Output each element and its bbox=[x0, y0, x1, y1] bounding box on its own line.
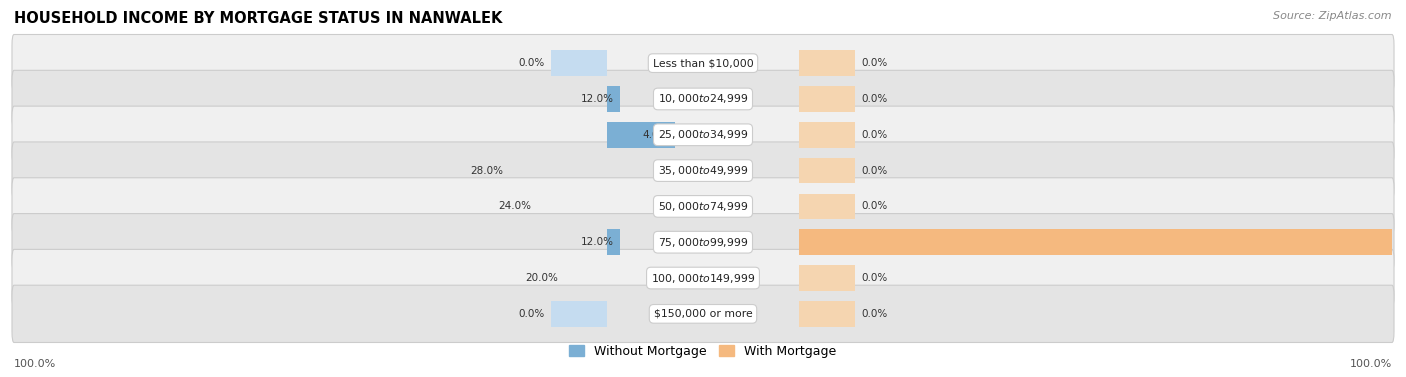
Bar bbox=[800, 229, 1406, 255]
Text: Less than $10,000: Less than $10,000 bbox=[652, 58, 754, 68]
Bar bbox=[551, 50, 606, 76]
FancyBboxPatch shape bbox=[13, 106, 1393, 164]
FancyBboxPatch shape bbox=[13, 178, 1393, 235]
Text: 24.0%: 24.0% bbox=[498, 201, 531, 211]
Bar bbox=[606, 122, 675, 148]
Text: 0.0%: 0.0% bbox=[862, 130, 887, 140]
FancyBboxPatch shape bbox=[13, 285, 1393, 343]
Text: 0.0%: 0.0% bbox=[862, 58, 887, 68]
Text: 100.0%: 100.0% bbox=[14, 359, 56, 369]
Text: 0.0%: 0.0% bbox=[862, 273, 887, 283]
Text: $10,000 to $24,999: $10,000 to $24,999 bbox=[658, 92, 748, 106]
Text: 0.0%: 0.0% bbox=[862, 94, 887, 104]
Text: HOUSEHOLD INCOME BY MORTGAGE STATUS IN NANWALEK: HOUSEHOLD INCOME BY MORTGAGE STATUS IN N… bbox=[14, 11, 502, 26]
Text: 4.0%: 4.0% bbox=[643, 130, 669, 140]
Text: 12.0%: 12.0% bbox=[581, 237, 613, 247]
Text: Source: ZipAtlas.com: Source: ZipAtlas.com bbox=[1274, 11, 1392, 21]
Text: 0.0%: 0.0% bbox=[519, 58, 544, 68]
Text: 0.0%: 0.0% bbox=[862, 166, 887, 176]
Text: $75,000 to $99,999: $75,000 to $99,999 bbox=[658, 236, 748, 249]
Bar bbox=[800, 86, 855, 112]
Text: 0.0%: 0.0% bbox=[519, 309, 544, 319]
FancyBboxPatch shape bbox=[13, 214, 1393, 271]
Text: $100,000 to $149,999: $100,000 to $149,999 bbox=[651, 271, 755, 285]
FancyBboxPatch shape bbox=[13, 250, 1393, 307]
Text: $50,000 to $74,999: $50,000 to $74,999 bbox=[658, 200, 748, 213]
Text: 20.0%: 20.0% bbox=[526, 273, 558, 283]
Legend: Without Mortgage, With Mortgage: Without Mortgage, With Mortgage bbox=[564, 340, 842, 363]
Text: $35,000 to $49,999: $35,000 to $49,999 bbox=[658, 164, 748, 177]
Text: $150,000 or more: $150,000 or more bbox=[654, 309, 752, 319]
Bar bbox=[800, 193, 855, 219]
Bar bbox=[800, 301, 855, 327]
Bar bbox=[800, 158, 855, 184]
Text: 0.0%: 0.0% bbox=[862, 201, 887, 211]
Text: 0.0%: 0.0% bbox=[862, 309, 887, 319]
Bar bbox=[800, 50, 855, 76]
Bar bbox=[606, 229, 620, 255]
Text: 12.0%: 12.0% bbox=[581, 94, 613, 104]
Bar bbox=[800, 122, 855, 148]
FancyBboxPatch shape bbox=[13, 70, 1393, 128]
Bar bbox=[800, 265, 855, 291]
Bar bbox=[606, 86, 620, 112]
FancyBboxPatch shape bbox=[13, 142, 1393, 199]
Bar bbox=[551, 301, 606, 327]
FancyBboxPatch shape bbox=[13, 35, 1393, 92]
Text: $25,000 to $34,999: $25,000 to $34,999 bbox=[658, 128, 748, 141]
Text: 28.0%: 28.0% bbox=[470, 166, 503, 176]
Text: 100.0%: 100.0% bbox=[1350, 359, 1392, 369]
